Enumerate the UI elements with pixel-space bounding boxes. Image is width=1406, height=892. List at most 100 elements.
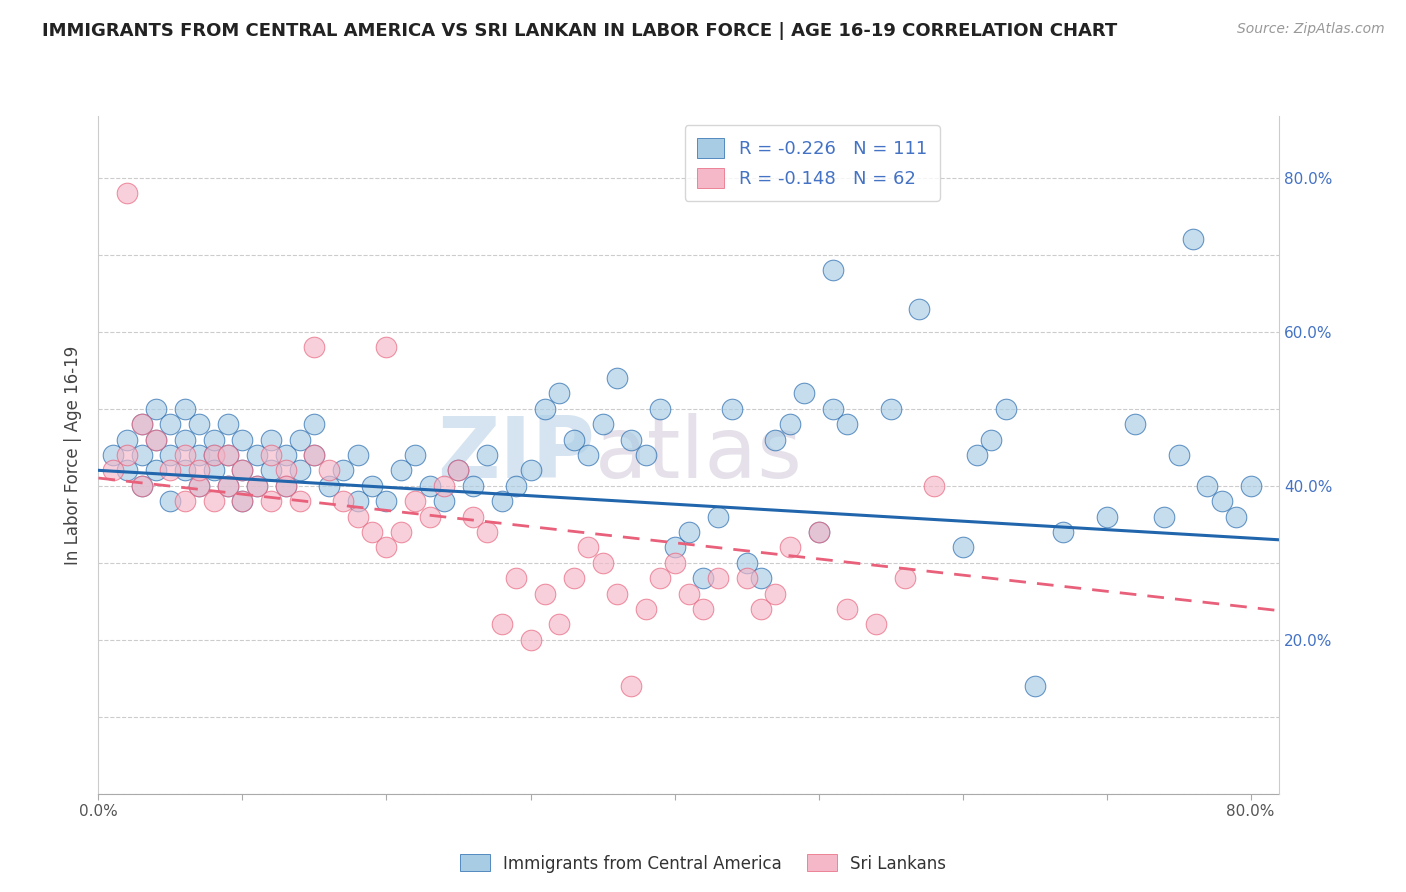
Point — [318, 463, 340, 477]
Point — [821, 263, 844, 277]
Point — [375, 494, 398, 508]
Point — [145, 433, 167, 447]
Point — [994, 401, 1017, 416]
Point — [332, 494, 354, 508]
Point — [461, 479, 484, 493]
Point — [274, 463, 297, 477]
Point — [202, 448, 225, 462]
Point — [115, 448, 138, 462]
Point — [260, 463, 283, 477]
Point — [419, 479, 441, 493]
Point — [389, 463, 412, 477]
Point — [562, 433, 585, 447]
Point — [706, 571, 728, 585]
Point — [173, 494, 195, 508]
Point — [361, 524, 384, 539]
Point — [188, 448, 211, 462]
Point — [217, 448, 239, 462]
Point — [145, 433, 167, 447]
Point — [231, 494, 253, 508]
Point — [477, 448, 499, 462]
Point — [807, 524, 830, 539]
Point — [1125, 417, 1147, 431]
Point — [246, 448, 269, 462]
Point — [202, 463, 225, 477]
Point — [491, 494, 513, 508]
Point — [115, 186, 138, 200]
Text: IMMIGRANTS FROM CENTRAL AMERICA VS SRI LANKAN IN LABOR FORCE | AGE 16-19 CORRELA: IMMIGRANTS FROM CENTRAL AMERICA VS SRI L… — [42, 22, 1118, 40]
Point — [952, 541, 974, 555]
Point — [664, 541, 686, 555]
Point — [562, 571, 585, 585]
Point — [534, 586, 557, 600]
Point — [433, 494, 456, 508]
Point — [404, 494, 426, 508]
Point — [678, 586, 700, 600]
Point — [461, 509, 484, 524]
Y-axis label: In Labor Force | Age 16-19: In Labor Force | Age 16-19 — [65, 345, 83, 565]
Point — [620, 433, 643, 447]
Point — [678, 524, 700, 539]
Point — [304, 448, 326, 462]
Point — [519, 632, 541, 647]
Point — [231, 494, 253, 508]
Point — [217, 448, 239, 462]
Point — [101, 448, 124, 462]
Point — [304, 448, 326, 462]
Text: ZIP: ZIP — [437, 413, 595, 497]
Point — [721, 401, 744, 416]
Point — [231, 433, 253, 447]
Point — [217, 479, 239, 493]
Point — [375, 340, 398, 354]
Point — [576, 448, 599, 462]
Point — [763, 433, 786, 447]
Point — [332, 463, 354, 477]
Point — [576, 541, 599, 555]
Point — [966, 448, 988, 462]
Point — [749, 571, 772, 585]
Point — [865, 617, 887, 632]
Point — [173, 463, 195, 477]
Point — [389, 524, 412, 539]
Point — [288, 494, 311, 508]
Point — [592, 556, 614, 570]
Point — [779, 541, 801, 555]
Point — [749, 602, 772, 616]
Point — [706, 509, 728, 524]
Point — [318, 479, 340, 493]
Point — [131, 479, 153, 493]
Point — [763, 586, 786, 600]
Point — [288, 463, 311, 477]
Point — [634, 448, 657, 462]
Point — [1095, 509, 1118, 524]
Point — [101, 463, 124, 477]
Point — [735, 571, 758, 585]
Point — [1052, 524, 1074, 539]
Point — [1182, 232, 1205, 246]
Point — [837, 417, 859, 431]
Point — [433, 479, 456, 493]
Point — [807, 524, 830, 539]
Point — [159, 417, 181, 431]
Text: atlas: atlas — [595, 413, 803, 497]
Point — [620, 679, 643, 693]
Point — [821, 401, 844, 416]
Point — [145, 401, 167, 416]
Point — [131, 448, 153, 462]
Point — [131, 479, 153, 493]
Point — [304, 417, 326, 431]
Point — [361, 479, 384, 493]
Point — [606, 586, 628, 600]
Point — [159, 494, 181, 508]
Point — [188, 417, 211, 431]
Point — [159, 463, 181, 477]
Point — [274, 479, 297, 493]
Point — [1240, 479, 1263, 493]
Point — [505, 571, 527, 585]
Point — [159, 448, 181, 462]
Point — [592, 417, 614, 431]
Point — [534, 401, 557, 416]
Point — [260, 433, 283, 447]
Legend: Immigrants from Central America, Sri Lankans: Immigrants from Central America, Sri Lan… — [453, 847, 953, 880]
Point — [779, 417, 801, 431]
